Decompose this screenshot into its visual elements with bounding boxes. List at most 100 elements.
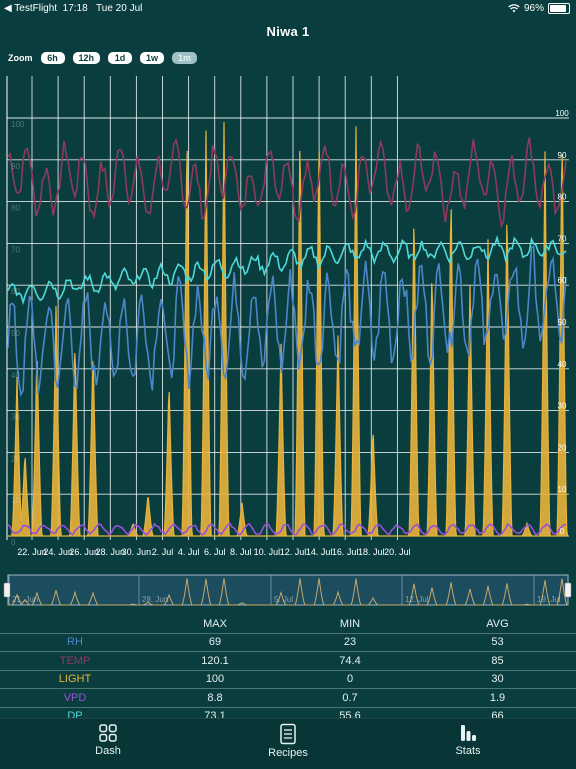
x-tick-label: 30. Jun	[122, 547, 152, 557]
stats-row-temp: TEMP 120.1 74.4 85	[0, 652, 576, 671]
y-tick-label-right: 80	[558, 193, 567, 202]
tab-stats-label: Stats	[455, 745, 481, 757]
x-tick-label: 24. Jun	[43, 547, 73, 557]
y-tick-label-left: 20	[11, 454, 20, 463]
y-tick-label-left: 0	[11, 538, 16, 547]
stats-avg: 1.9	[489, 691, 506, 704]
status-left: ◀ TestFlight 17:18 Tue 20 Jul	[4, 3, 142, 14]
y-tick-label-right: 100	[555, 109, 569, 118]
stats-min: 0	[346, 673, 354, 686]
y-tick-label-left: 100	[11, 120, 25, 129]
stats-max: 8.8	[207, 691, 223, 704]
stats-avg: 53	[491, 636, 504, 649]
y-tick-label-right: 60	[558, 276, 567, 285]
x-tick-label: 2. Jul	[152, 547, 174, 557]
zoom-1d-button[interactable]: 1d	[108, 52, 133, 64]
dashboard-grid-icon	[99, 724, 117, 742]
zoom-1w-button[interactable]: 1w	[140, 52, 165, 64]
battery-percent: 96%	[523, 3, 544, 14]
y-tick-label-right: 70	[558, 234, 567, 243]
y-tick-label-right: 50	[558, 318, 567, 327]
x-tick-label: 28. Jun	[96, 547, 126, 557]
stats-avg: 85	[491, 654, 504, 667]
battery-icon	[548, 3, 570, 14]
back-to-testflight[interactable]: ◀ TestFlight	[4, 3, 58, 14]
stats-max: 120.1	[201, 654, 229, 667]
navigator-tick-label: 19. Jul	[537, 595, 561, 604]
x-tick-label: 18. Jul	[358, 547, 385, 557]
vpd-series-line	[7, 522, 567, 536]
zoom-bar: Zoom 6h 12h 1d 1w 1m	[8, 52, 198, 64]
document-list-icon	[280, 723, 296, 745]
tab-bar: Dash Recipes Stats	[0, 718, 576, 769]
navigator-tick-label: 12. Jul	[405, 595, 429, 604]
stats-row-vpd: VPD 8.8 0.7 1.9	[0, 689, 576, 708]
tab-stats[interactable]: Stats	[408, 719, 528, 769]
x-tick-label: 22. Jun	[17, 547, 47, 557]
navigator-handle-right[interactable]	[564, 582, 572, 598]
y-tick-label-left: 40	[11, 371, 20, 380]
stats-max: 100	[205, 673, 225, 686]
zoom-12h-button[interactable]: 12h	[72, 52, 101, 64]
y-tick-label-left: 60	[11, 287, 20, 296]
zoom-1m-button[interactable]: 1m	[172, 52, 198, 64]
stats-avg: 30	[491, 673, 504, 686]
zoom-label: Zoom	[8, 53, 33, 63]
x-tick-label: 16. Jul	[332, 547, 359, 557]
y-tick-label-right: 30	[558, 402, 567, 411]
zoom-6h-button[interactable]: 6h	[40, 52, 65, 64]
y-tick-label-left: 90	[11, 162, 20, 171]
y-tick-label-right: 20	[558, 443, 567, 452]
tab-dash-label: Dash	[95, 745, 121, 757]
time-series-chart[interactable]: 0 10 20 30 40 50 60 70 80 90 100 0 10 20 30 40 50 60 70 80 9…	[0, 68, 576, 613]
status-bar: ◀ TestFlight 17:18 Tue 20 Jul 96%	[0, 0, 576, 18]
x-tick-label: 4. Jul	[178, 547, 200, 557]
x-tick-label: 20. Jul	[384, 547, 411, 557]
y-tick-label-right: 0	[560, 527, 565, 536]
temp-series-line	[7, 137, 567, 229]
stats-min: 74.4	[339, 654, 361, 667]
status-right: 96%	[508, 3, 570, 14]
tab-recipes[interactable]: Recipes	[228, 719, 348, 769]
status-time: 17:18	[62, 3, 88, 14]
stats-max: 69	[208, 636, 222, 649]
wifi-icon	[508, 4, 520, 13]
y-tick-label-left: 80	[11, 204, 20, 213]
bar-stats-icon	[461, 725, 476, 741]
navigator-series-line	[8, 578, 568, 606]
tab-dash[interactable]: Dash	[48, 719, 168, 769]
stats-label: LIGHT	[58, 673, 92, 686]
dp-series-line	[7, 234, 567, 306]
stats-header-row: MAX MIN AVG	[0, 615, 576, 634]
x-tick-label: 10. Jul	[254, 547, 281, 557]
stats-table: MAX MIN AVG RH 69 23 53 TEMP 120.1 74.4 …	[0, 615, 576, 726]
x-tick-label: 14. Jul	[306, 547, 333, 557]
y-tick-label-right: 10	[558, 485, 567, 494]
navigator-tick-label: 28. Jun	[142, 595, 168, 604]
navigator-tick-label: 5. Jul	[274, 595, 293, 604]
stats-min: 23	[343, 636, 357, 649]
stats-row-light: LIGHT 100 0 30	[0, 671, 576, 689]
page-title: Niwa 1	[266, 24, 310, 39]
stats-header-max: MAX	[203, 617, 227, 630]
stats-label: TEMP	[59, 654, 91, 667]
rh-series-line	[7, 245, 567, 397]
stats-label: VPD	[63, 691, 87, 704]
battery-fill	[550, 5, 567, 12]
y-tick-label-right: 90	[558, 151, 567, 160]
stats-min: 0.7	[342, 691, 358, 704]
x-tick-label: 26. Jun	[69, 547, 99, 557]
y-tick-label-left: 10	[11, 496, 20, 505]
stats-label: RH	[67, 636, 83, 649]
light-series-area	[7, 122, 569, 537]
x-tick-label: 6. Jul	[204, 547, 226, 557]
navigator-handle-left[interactable]	[3, 582, 11, 598]
navigator-tick-label: 21. Jun	[12, 595, 38, 604]
tab-recipes-label: Recipes	[268, 747, 308, 759]
x-tick-label: 12. Jul	[280, 547, 307, 557]
y-tick-label-left: 70	[11, 245, 20, 254]
y-tick-label-left: 50	[11, 329, 20, 338]
status-date: Tue 20 Jul	[96, 3, 143, 14]
stats-header-avg: AVG	[486, 617, 509, 630]
y-tick-label-left: 30	[11, 413, 20, 422]
